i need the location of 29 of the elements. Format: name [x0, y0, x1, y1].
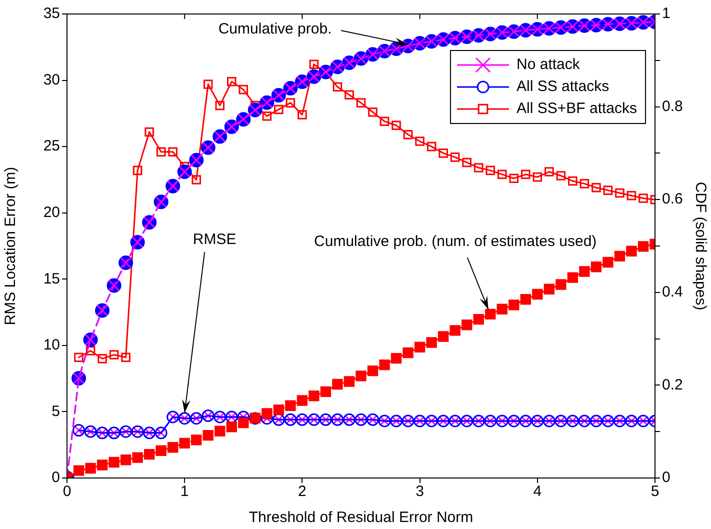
y-tick-label: 5: [52, 402, 60, 420]
legend-label: All SS attacks: [516, 77, 610, 97]
y-tick-label: 30: [43, 71, 60, 88]
x-tick-label: 5: [650, 483, 660, 500]
annotation: Cumulative prob. (num. of estimates used): [314, 232, 597, 250]
y2-tick-label: 0.6: [662, 190, 683, 208]
y-tick-label: 25: [43, 138, 60, 155]
x-axis-title: Threshold of Residual Error Norm: [248, 509, 474, 526]
legend-label: No attack: [516, 55, 580, 75]
y2-tick-label: 1: [662, 5, 670, 22]
legend-label: All SS+BF attacks: [516, 99, 637, 119]
y2-tick-label: 0.8: [662, 98, 683, 115]
annotation: Cumulative prob.: [218, 20, 332, 38]
y-tick-label: 10: [43, 336, 60, 354]
y-tick-label: 20: [43, 204, 60, 221]
x-tick-label: 1: [180, 483, 189, 500]
y-tick-label: 15: [43, 270, 60, 288]
x-tick-label: 0: [62, 483, 72, 500]
y2-axis-title: CDF (solid shapes): [692, 182, 709, 310]
y2-tick-label: 0: [662, 469, 670, 486]
y-axis-title: RMS Location Error (m): [2, 166, 20, 326]
y2-tick-label: 0.2: [662, 376, 683, 394]
x-tick-label: 3: [416, 483, 424, 500]
annotation: RMSE: [192, 231, 236, 248]
y2-tick-label: 0.4: [662, 284, 683, 301]
y-tick-label: 35: [43, 5, 60, 22]
x-tick-label: 2: [298, 483, 306, 500]
x-tick-label: 4: [533, 483, 542, 500]
y-tick-label: 0: [52, 469, 60, 486]
